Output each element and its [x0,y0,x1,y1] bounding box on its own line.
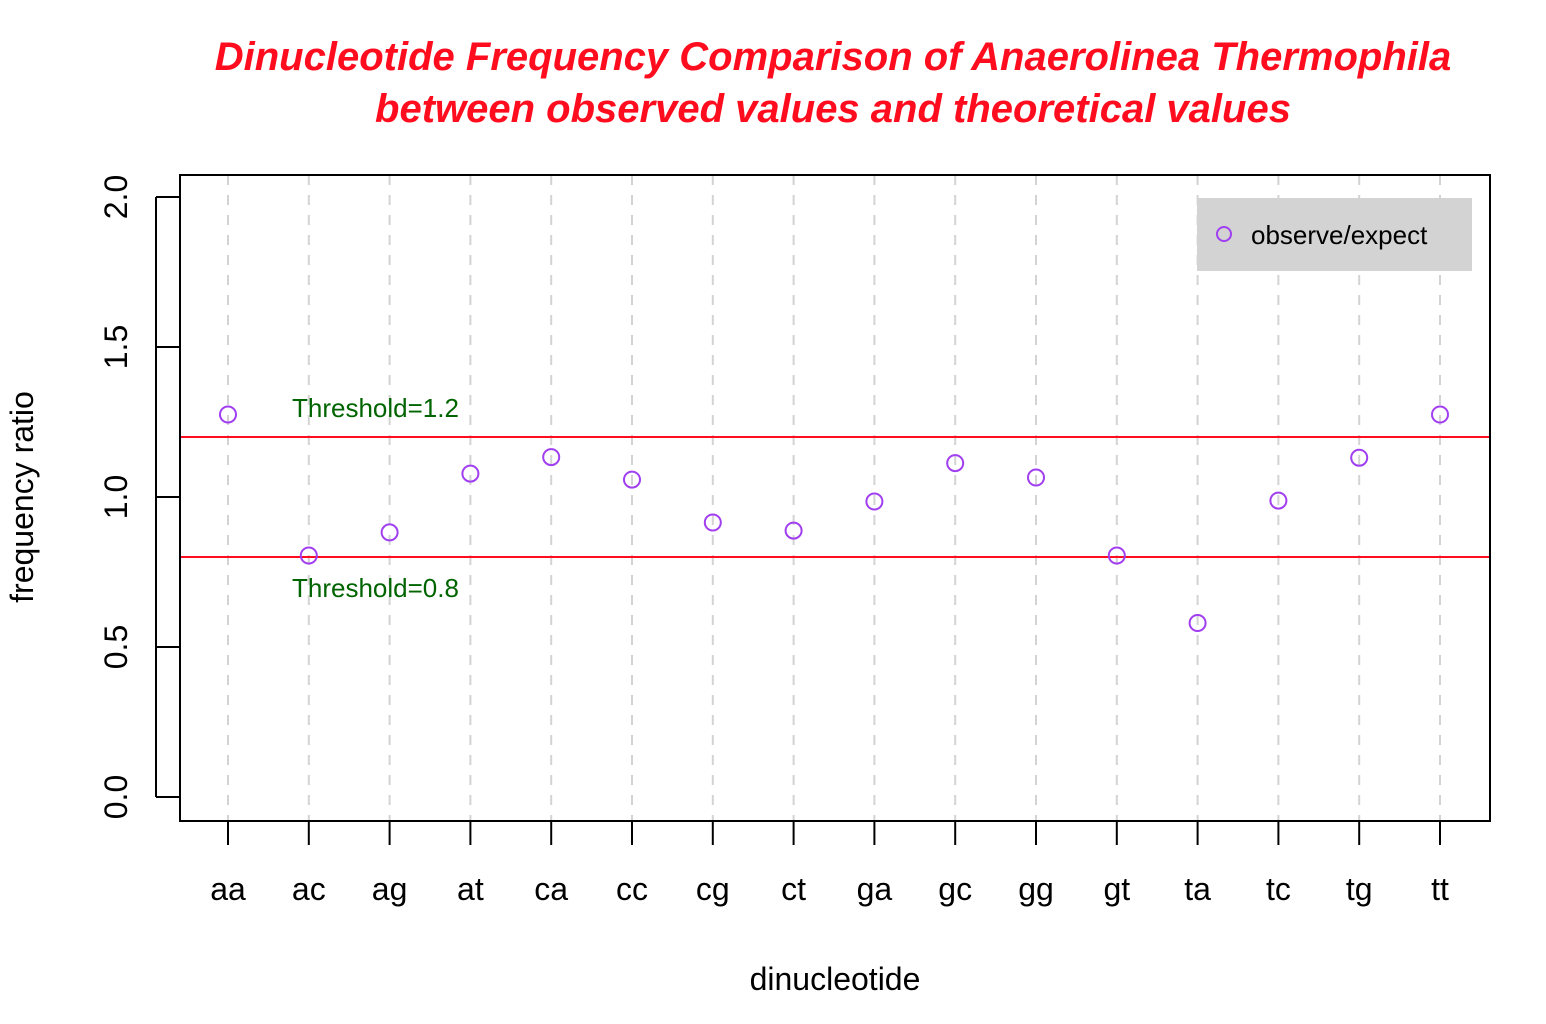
y-axis-title: frequency ratio [4,391,40,603]
x-tick-label-tt: tt [1431,871,1449,907]
x-tick-label-gg: gg [1018,871,1054,907]
data-point [1188,614,1207,632]
y-tick-label: 0.0 [98,775,134,819]
x-tick-label-gt: gt [1103,871,1130,907]
data-point [219,405,237,424]
data-point [1107,546,1126,565]
legend-label: observe/expect [1251,220,1428,250]
y-tick-label: 0.5 [98,625,134,669]
plot-frame [179,174,1491,822]
data-point [623,470,641,489]
threshold-lines: Threshold=1.2 Threshold=0.8 [180,393,1490,603]
x-tick-label-ta: ta [1184,871,1211,907]
x-tick-label-ac: ac [292,871,326,907]
x-tick-label-cc: cc [616,871,648,907]
x-tick-label-cg: cg [696,871,730,907]
x-tick-label-ca: ca [534,871,568,907]
y-tick-label: 1.5 [98,325,134,369]
data-point [946,454,965,473]
data-point [1431,405,1449,424]
data-point [703,513,722,532]
data-point [1350,448,1369,467]
vertical-gridlines [227,175,1441,821]
x-axis-title: dinucleotide [750,961,921,997]
data-point [299,546,318,565]
data-point [461,464,480,483]
x-tick-label-aa: aa [210,871,246,907]
legend-background [1197,198,1472,271]
data-point [784,521,803,540]
y-axis: 0.0 0.5 1.0 1.5 2.0 [98,175,180,819]
chart-title-line-1: Dinucleotide Frequency Comparison of Ana… [215,35,1451,79]
data-point [1027,468,1045,487]
x-tick-label-tc: tc [1266,871,1291,907]
data-point [542,448,561,467]
legend-marker-icon [1216,226,1232,242]
threshold-label: Threshold=1.2 [292,393,459,423]
x-tick-label-ag: ag [372,871,408,907]
y-tick-label: 2.0 [98,175,134,219]
data-point [865,492,884,511]
y-tick-label: 1.0 [98,475,134,519]
chart-title-line-2: between observed values and theoretical … [375,87,1291,131]
data-points [219,405,1449,632]
legend: observe/expect [1197,198,1472,271]
x-tick-label-ga: ga [857,871,893,907]
x-axis: aa ac ag at ca cc cg ct ga gc gg gt ta tc tg tt [210,820,1449,907]
threshold-label: Threshold=0.8 [292,573,459,603]
data-point [380,523,399,542]
x-tick-label-tg: tg [1346,871,1373,907]
data-point [1269,491,1288,510]
x-tick-label-ct: ct [781,871,806,907]
x-tick-label-gc: gc [938,871,972,907]
x-tick-label-at: at [457,871,484,907]
